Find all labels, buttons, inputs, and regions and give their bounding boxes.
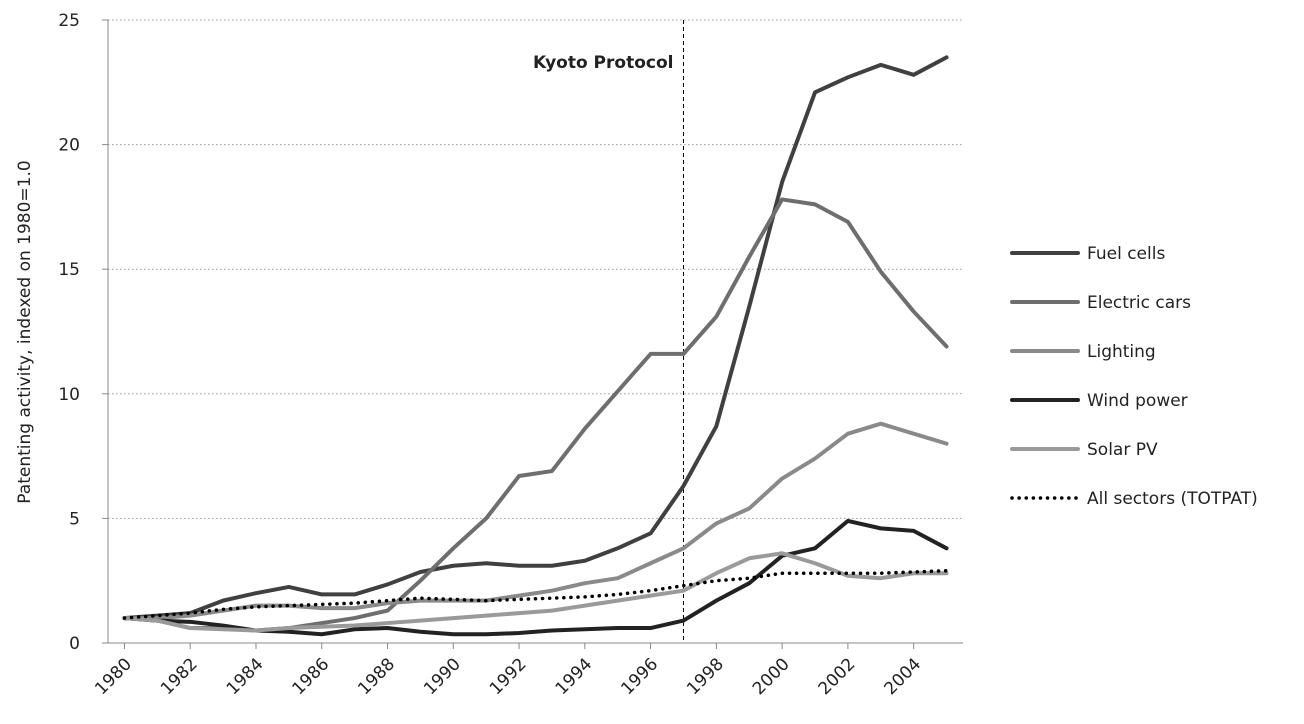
x-tick-label: 1980: [91, 654, 136, 699]
y-tick-label: 5: [69, 509, 80, 529]
y-axis-label: Patenting activity, indexed on 1980=1.0: [15, 160, 35, 503]
y-tick-label: 10: [58, 385, 80, 405]
legend-label: Lighting: [1087, 342, 1156, 362]
x-tick-label: 2004: [880, 654, 925, 699]
y-tick-label: 0: [69, 634, 80, 654]
x-tick-label: 1994: [552, 654, 597, 699]
x-tick-label: 1990: [420, 654, 465, 699]
legend-label: Electric cars: [1087, 293, 1191, 313]
legend-label: Fuel cells: [1087, 244, 1165, 264]
legend-label: Wind power: [1087, 391, 1188, 411]
series-line: [122, 421, 949, 621]
x-tick-label: 1996: [617, 654, 662, 699]
x-tick-label: 1982: [157, 654, 202, 699]
y-tick-label: 15: [58, 260, 80, 280]
x-tick-label: 2000: [749, 654, 794, 699]
x-tick-label: 2002: [815, 654, 860, 699]
legend-label: Solar PV: [1087, 440, 1158, 460]
series-line: [122, 55, 949, 621]
x-tick-label: 1984: [223, 654, 268, 699]
series-line: [122, 518, 949, 637]
x-tick-label: 1998: [683, 654, 728, 699]
y-tick-label: 25: [58, 11, 80, 31]
annotation-text: Kyoto Protocol: [533, 53, 673, 73]
x-tick-label: 1992: [486, 654, 531, 699]
x-tick-label: 1986: [289, 654, 334, 699]
series-line: [122, 551, 949, 633]
legend-label: All sectors (TOTPAT): [1087, 489, 1258, 509]
x-tick-label: 1988: [354, 654, 399, 699]
y-tick-label: 20: [58, 136, 80, 156]
series-line: [122, 568, 949, 620]
